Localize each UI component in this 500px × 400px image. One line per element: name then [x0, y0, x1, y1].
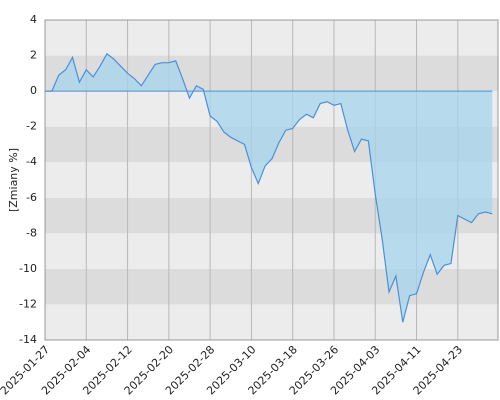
y-tick-label: -2 [26, 120, 37, 133]
area [45, 53, 493, 323]
y-tick-label: 0 [30, 84, 37, 97]
y-tick-label: -12 [19, 297, 37, 310]
y-tick-label: 2 [30, 49, 37, 62]
y-tick-label: -8 [26, 226, 37, 239]
grid-band [45, 20, 498, 56]
y-tick-label: -14 [19, 333, 37, 346]
y-tick-label: 4 [30, 13, 37, 26]
line [45, 52, 493, 323]
grid-band [45, 268, 498, 305]
plot-border [44, 19, 499, 341]
y-tick-label: -6 [26, 191, 37, 204]
grid-band [45, 304, 498, 340]
y-tick-label: -4 [26, 155, 37, 168]
y-axis-label: [Zmiany %] [7, 148, 20, 212]
y-tick-label: -10 [19, 262, 37, 275]
